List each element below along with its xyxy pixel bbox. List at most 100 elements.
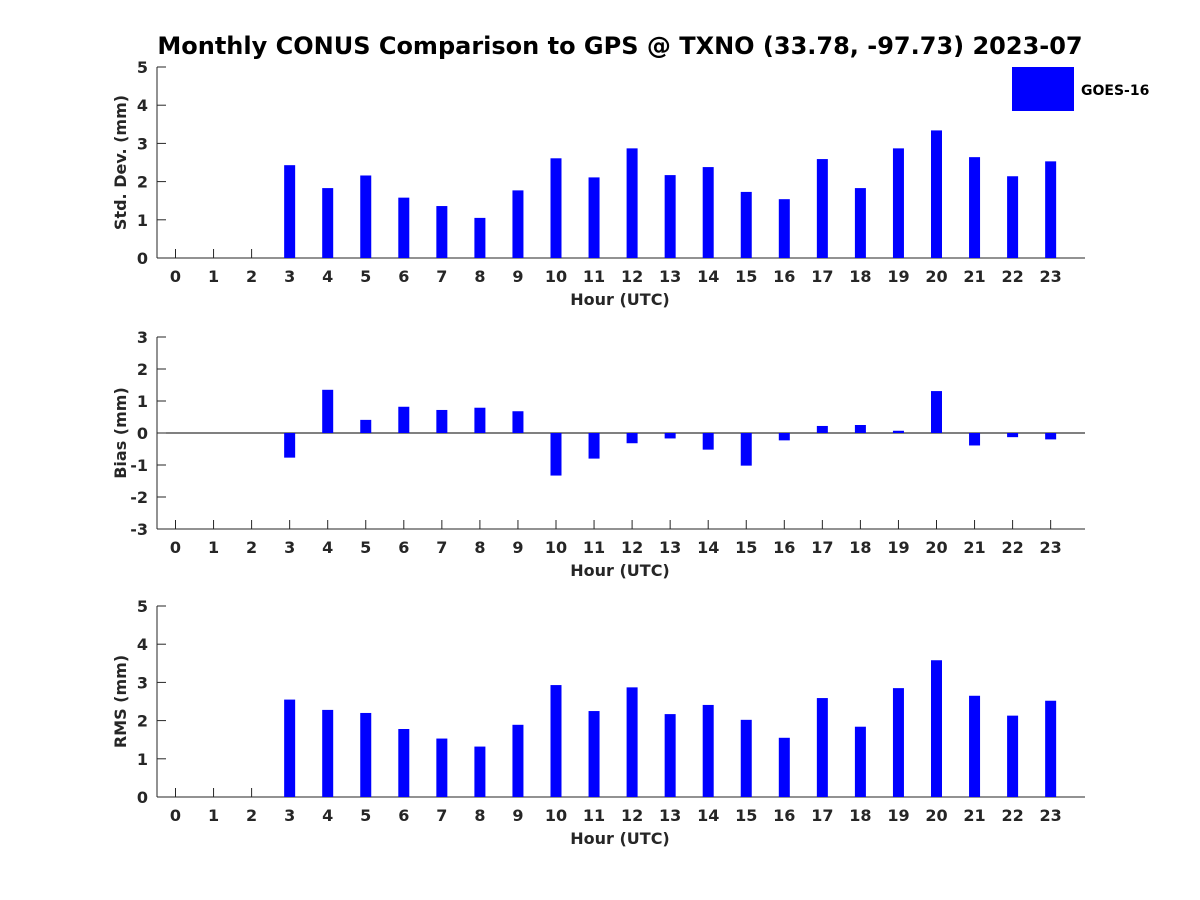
rms-bar [588,711,600,797]
rms-y-axis-label: RMS (mm) [111,655,130,748]
std-dev-bar [892,148,904,258]
rms-bar [550,685,562,797]
rms-bar [398,729,410,797]
rms-y-tick-label: 2 [137,712,148,731]
std-dev-x-tick-label: 16 [773,267,795,286]
rms-bar [626,687,638,797]
std-dev-x-tick-label: 3 [284,267,295,286]
bias-y-tick-label: -1 [130,456,148,475]
rms-bar [740,719,752,797]
rms-x-tick-label: 7 [436,806,447,825]
std-dev-x-tick-label: 21 [963,267,985,286]
std-dev-x-tick-label: 18 [849,267,871,286]
std-dev-bar [436,206,448,258]
rms-bar [1007,715,1019,797]
rms-bar [512,724,524,797]
bias-y-tick-label: 2 [137,360,148,379]
std-dev-bar [550,158,562,258]
bias-bar [702,433,714,450]
std-dev-x-tick-label: 0 [170,267,181,286]
std-dev-y-tick-label: 3 [137,134,148,153]
bias-x-tick-label: 17 [811,538,833,557]
bias-bar [398,406,410,433]
std-dev-y-tick-label: 2 [137,173,148,192]
bias-x-tick-label: 10 [545,538,567,557]
std-dev-bar [702,167,714,258]
bias-x-tick-label: 3 [284,538,295,557]
std-dev-bar [969,157,981,258]
std-dev-bar [398,197,410,258]
std-dev-x-tick-label: 6 [398,267,409,286]
std-dev-x-tick-label: 1 [208,267,219,286]
rms-x-tick-label: 14 [697,806,719,825]
std-dev-bar [322,188,334,258]
rms-bar [284,699,296,797]
rms-x-tick-label: 20 [925,806,947,825]
chart-title: Monthly CONUS Comparison to GPS @ TXNO (… [157,32,1082,60]
bias-bar [854,425,866,433]
std-dev-x-tick-label: 14 [697,267,719,286]
std-dev-x-tick-label: 19 [887,267,909,286]
rms-bar [436,738,448,797]
rms-bar [816,698,828,797]
bias-bar [588,433,600,459]
bias-bar [778,433,790,441]
std-dev-x-tick-label: 4 [322,267,333,286]
std-dev-bar [664,175,676,258]
std-dev-y-tick-label: 4 [137,96,148,115]
std-dev-x-tick-label: 8 [474,267,485,286]
std-dev-bar [474,217,486,258]
std-dev-bar [854,188,866,258]
std-dev-x-tick-label: 13 [659,267,681,286]
rms-x-tick-label: 6 [398,806,409,825]
bias-bar [969,433,981,446]
bias-bar [931,391,942,433]
bias-x-tick-label: 21 [963,538,985,557]
bias-bar [816,425,828,433]
rms-x-tick-label: 0 [170,806,181,825]
bias-bar [1007,433,1019,438]
rms-y-tick-label: 4 [137,635,148,654]
std-dev-x-tick-label: 7 [436,267,447,286]
rms-x-tick-label: 2 [246,806,257,825]
rms-bar [854,726,866,797]
std-dev-y-axis-label: Std. Dev. (mm) [111,95,130,230]
std-dev-bar [1007,176,1019,258]
rms-y-tick-label: 3 [137,673,148,692]
rms-x-tick-label: 8 [474,806,485,825]
bias-x-tick-label: 14 [697,538,719,557]
bias-bar [664,433,676,439]
bias-x-tick-label: 20 [925,538,947,557]
bias-x-axis-label: Hour (UTC) [570,561,670,580]
std-dev-x-tick-label: 11 [583,267,605,286]
rms-bar [322,709,334,797]
bias-x-tick-label: 22 [1001,538,1023,557]
bias-bar [740,433,752,466]
rms-bar [778,737,790,797]
std-dev-bar [778,199,790,258]
std-dev-x-tick-label: 2 [246,267,257,286]
std-dev-x-tick-label: 12 [621,267,643,286]
rms-x-tick-label: 5 [360,806,371,825]
std-dev-bar [626,148,638,258]
bias-bar [626,433,638,444]
rms-x-tick-label: 9 [512,806,523,825]
legend-label: GOES-16 [1081,83,1149,99]
rms-x-tick-label: 22 [1001,806,1023,825]
std-dev-x-tick-label: 17 [811,267,833,286]
rms-x-tick-label: 3 [284,806,295,825]
rms-x-tick-label: 19 [887,806,909,825]
std-dev-bar [931,130,942,258]
rms-bar [892,688,904,797]
bias-bar [360,419,372,433]
rms-bar [360,712,372,797]
bias-y-tick-label: 3 [137,328,148,347]
rms-bar [702,704,714,797]
rms-x-tick-label: 10 [545,806,567,825]
rms-x-axis-label: Hour (UTC) [570,829,670,848]
rms-x-tick-label: 17 [811,806,833,825]
bias-x-tick-label: 18 [849,538,871,557]
std-dev-x-tick-label: 23 [1040,267,1062,286]
